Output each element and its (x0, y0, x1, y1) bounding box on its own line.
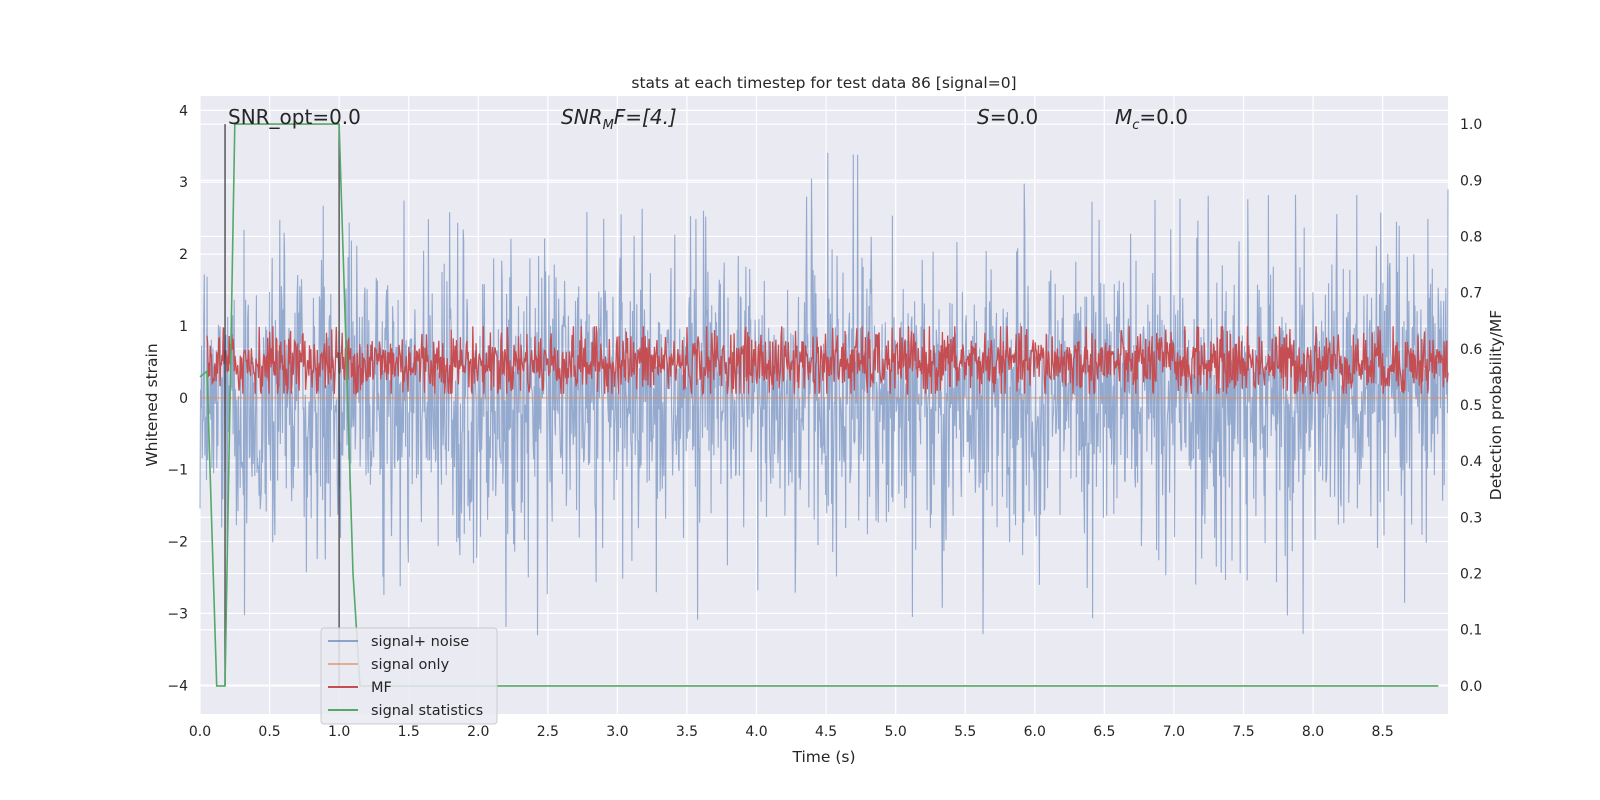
x-tick-label-15: 7.5 (1232, 724, 1254, 740)
x-tick-label-11: 5.5 (954, 724, 976, 740)
x-tick-label-0: 0.0 (189, 724, 211, 740)
signal-statistics-line (199, 123, 1439, 687)
x-tick-label-13: 6.5 (1093, 724, 1115, 740)
annotation-s: S=0.0 (977, 105, 1038, 129)
right-y-tick-label-3: 0.3 (1460, 510, 1482, 526)
x-tick-label-1: 0.5 (258, 724, 280, 740)
legend-label-mf: MF (371, 680, 392, 696)
annotation-snr-mf-sub: M (603, 118, 614, 133)
y-tick-label-6: 2 (179, 247, 188, 263)
annotation-snr-mf-rest: F=[4.] (614, 105, 677, 129)
x-tick-label-4: 2.0 (467, 724, 489, 740)
legend-label-signal-only: signal only (371, 657, 450, 673)
annotation-mc-main: M (1115, 105, 1132, 129)
legend: signal+ noise signal only MF signal stat… (320, 627, 498, 725)
right-y-tick-label-2: 0.2 (1460, 567, 1482, 583)
right-y-tick-label-4: 0.4 (1460, 454, 1482, 470)
x-tick-label-12: 6.0 (1024, 724, 1046, 740)
chart-title: stats at each timestep for test data 86 … (631, 74, 1016, 92)
series-mf (206, 326, 1449, 396)
x-tick-label-2: 1.0 (328, 724, 350, 740)
right-y-tick-label-10: 1.0 (1460, 117, 1482, 133)
y-tick-label-7: 3 (179, 175, 188, 191)
y-tick-label-4: 0 (179, 391, 188, 407)
right-y-tick-label-5: 0.5 (1460, 398, 1482, 414)
right-y-tick-labels: 0.0 0.1 0.2 0.3 0.4 0.5 0.6 0.7 0.8 0.9 1.0 (1460, 117, 1482, 695)
x-tick-label-9: 4.5 (815, 724, 837, 740)
annotation-snr-mf: SNRMF=[4.] (561, 105, 677, 133)
x-tick-label-10: 5.0 (885, 724, 907, 740)
x-tick-label-8: 4.0 (745, 724, 767, 740)
series-signal-noise (199, 152, 1449, 636)
y-tick-label-3: −1 (167, 463, 188, 479)
right-y-axis-label: Detection probability/MF (1487, 310, 1505, 501)
annotation-snr-mf-main: SNR (561, 105, 603, 129)
x-tick-label-3: 1.5 (398, 724, 420, 740)
x-tick-label-14: 7.0 (1163, 724, 1185, 740)
signal-noise-line (199, 152, 1449, 636)
x-axis-label: Time (s) (791, 748, 855, 766)
annotation-mc-sub: c (1132, 118, 1139, 133)
right-y-tick-label-0: 0.0 (1460, 679, 1482, 695)
x-tick-label-7: 3.5 (676, 724, 698, 740)
annotation-mc: Mc=0.0 (1115, 105, 1188, 133)
y-tick-label-2: −2 (167, 535, 188, 551)
right-y-tick-label-8: 0.8 (1460, 229, 1482, 245)
legend-label-signal-noise: signal+ noise (371, 634, 469, 650)
annotation-snr-opt: SNR_opt=0.0 (228, 105, 361, 129)
right-y-tick-label-7: 0.7 (1460, 286, 1482, 302)
annotation-s-rest: =0.0 (990, 105, 1039, 129)
x-tick-label-5: 2.5 (537, 724, 559, 740)
x-tick-label-17: 8.5 (1371, 724, 1393, 740)
x-tick-labels: 0.0 0.5 1.0 1.5 2.0 2.5 3.0 3.5 4.0 4.5 5.0 5.5 6.0 6… (189, 724, 1394, 740)
mf-line (206, 326, 1449, 396)
legend-box (320, 627, 498, 725)
y-tick-label-0: −4 (167, 678, 188, 694)
y-axis-label: Whitened strain (143, 343, 161, 466)
x-tick-label-16: 8.0 (1302, 724, 1324, 740)
right-y-tick-label-6: 0.6 (1460, 342, 1482, 358)
legend-label-signal-statistics: signal statistics (371, 703, 483, 719)
annotation-s-main: S (977, 105, 990, 129)
annotation-mc-rest: =0.0 (1139, 105, 1188, 129)
right-y-tick-label-9: 0.9 (1460, 173, 1482, 189)
y-tick-labels: −4 −3 −2 −1 0 1 2 3 4 (167, 103, 188, 694)
series-signal-statistics (199, 123, 1439, 687)
x-tick-label-6: 3.0 (606, 724, 628, 740)
y-tick-label-5: 1 (179, 319, 188, 335)
y-tick-label-1: −3 (167, 606, 188, 622)
y-tick-label-8: 4 (179, 103, 188, 119)
series-window-markers (224, 124, 340, 686)
right-y-tick-label-1: 0.1 (1460, 623, 1482, 639)
